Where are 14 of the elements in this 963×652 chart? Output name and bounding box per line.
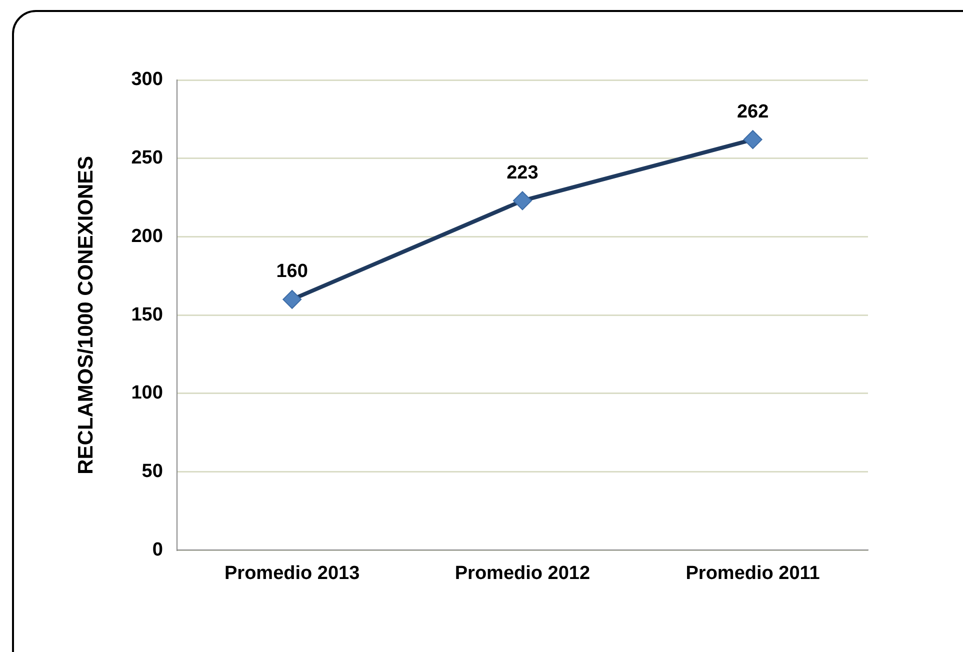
y-tick-label: 0 xyxy=(152,539,163,560)
y-tick-label: 150 xyxy=(131,304,163,326)
y-tick-label: 250 xyxy=(131,148,163,169)
data-label: 160 xyxy=(276,261,308,282)
y-axis-title: RECLAMOS/1000 CONEXIONES xyxy=(74,156,98,474)
y-tick-label: 100 xyxy=(131,382,163,404)
data-label: 262 xyxy=(736,101,769,122)
data-label: 223 xyxy=(506,162,538,184)
x-tick-label: Promedio 2013 xyxy=(224,562,360,584)
x-tick-label: Promedio 2012 xyxy=(454,562,590,584)
y-tick-label: 50 xyxy=(142,461,163,482)
y-tick-label: 200 xyxy=(131,226,163,247)
y-tick-label: 300 xyxy=(131,69,163,90)
x-tick-label: Promedio 2011 xyxy=(686,562,820,584)
